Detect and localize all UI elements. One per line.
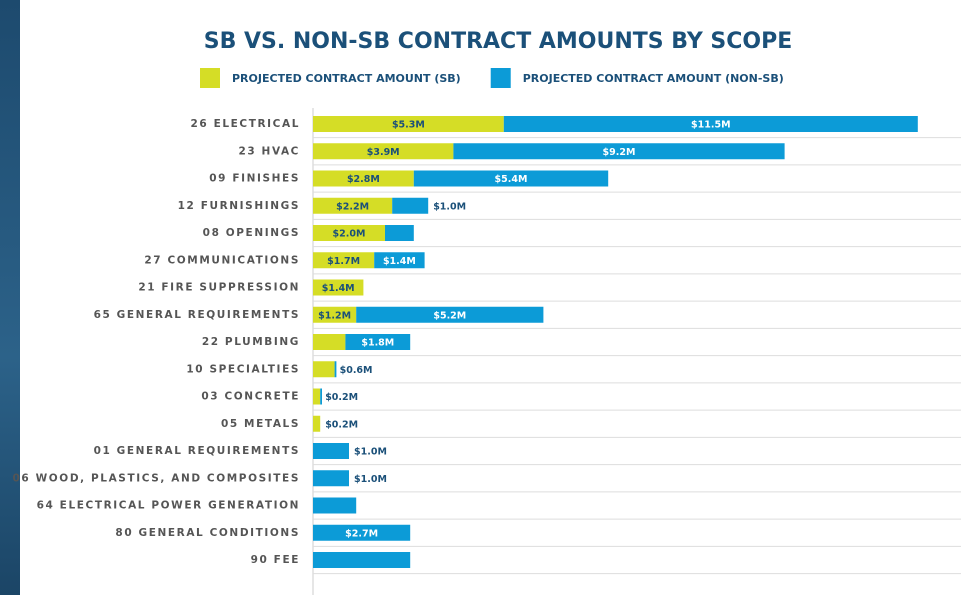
category-label: 22 PLUMBING: [202, 336, 300, 348]
value-label: $2.0M: [333, 229, 366, 240]
legend-swatch: [200, 68, 220, 88]
chart-title: SB VS. NON-SB CONTRACT AMOUNTS BY SCOPE: [204, 29, 793, 54]
category-label: 10 SPECIALTIES: [186, 363, 300, 375]
value-label: $1.0M: [354, 474, 387, 485]
value-label: $2.2M: [336, 201, 369, 212]
bar: [313, 416, 320, 432]
value-label: $5.2M: [433, 310, 466, 321]
bar: [313, 443, 349, 459]
category-label: 12 FURNISHINGS: [178, 200, 300, 212]
value-label: $2.7M: [345, 528, 378, 539]
bar: [313, 389, 320, 405]
category-label: 65 GENERAL REQUIREMENTS: [94, 309, 300, 321]
category-label: 64 ELECTRICAL POWER GENERATION: [37, 500, 300, 512]
value-label: $1.8M: [361, 338, 394, 349]
bar: [313, 334, 345, 350]
value-label: $0.2M: [325, 419, 358, 430]
legend-swatch: [491, 68, 511, 88]
legend-label: PROJECTED CONTRACT AMOUNT (SB): [232, 72, 461, 85]
value-label: $1.7M: [327, 256, 360, 267]
category-label: 06 WOOD, PLASTICS, AND COMPOSITES: [13, 472, 300, 484]
bar: [313, 552, 410, 568]
category-label: 21 FIRE SUPPRESSION: [138, 282, 300, 294]
page: SB VS. NON-SB CONTRACT AMOUNTS BY SCOPE …: [0, 0, 976, 595]
bar: [313, 361, 335, 377]
bar: [313, 498, 356, 514]
value-label: $3.9M: [367, 147, 400, 158]
value-label: $5.3M: [392, 120, 425, 131]
bar: [313, 470, 349, 486]
bar: [392, 198, 428, 214]
category-label: 09 FINISHES: [209, 173, 300, 185]
value-label: $0.6M: [340, 365, 373, 376]
category-label: 23 HVAC: [238, 145, 300, 157]
value-label: $5.4M: [495, 174, 528, 185]
bar: [320, 389, 322, 405]
category-label: 05 METALS: [221, 418, 300, 430]
value-label: $2.8M: [347, 174, 380, 185]
value-label: $11.5M: [691, 120, 731, 131]
category-label: 08 OPENINGS: [203, 227, 300, 239]
value-label: $0.2M: [325, 392, 358, 403]
category-label: 90 FEE: [251, 554, 300, 566]
value-label: $1.2M: [318, 310, 351, 321]
category-label: 26 ELECTRICAL: [191, 118, 301, 130]
value-label: $1.4M: [322, 283, 355, 294]
value-label: $1.0M: [354, 447, 387, 458]
category-label: 80 GENERAL CONDITIONS: [115, 527, 300, 539]
bar: [335, 361, 337, 377]
value-label: $9.2M: [603, 147, 636, 158]
category-label: 27 COMMUNICATIONS: [144, 254, 300, 266]
bar: [385, 225, 414, 241]
category-label: 01 GENERAL REQUIREMENTS: [94, 445, 300, 457]
chart: SB VS. NON-SB CONTRACT AMOUNTS BY SCOPE …: [0, 0, 976, 595]
value-label: $1.4M: [383, 256, 416, 267]
value-label: $1.0M: [433, 201, 466, 212]
legend-label: PROJECTED CONTRACT AMOUNT (NON-SB): [523, 72, 784, 85]
category-label: 03 CONCRETE: [201, 391, 300, 403]
